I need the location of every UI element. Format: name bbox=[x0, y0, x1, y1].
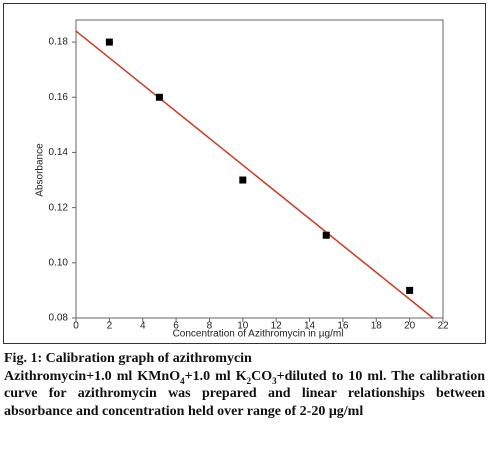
x-tick-label: 4 bbox=[140, 321, 146, 332]
y-tick-label: 0.14 bbox=[49, 147, 69, 158]
point bbox=[155, 93, 163, 101]
subscript: 2 bbox=[246, 375, 252, 386]
point bbox=[406, 286, 414, 294]
caption-title: Fig. 1: Calibration graph of azithromyci… bbox=[4, 351, 252, 366]
point bbox=[322, 231, 330, 239]
caption-text: Azithromycin+1.0 ml KMnO bbox=[4, 368, 181, 384]
x-tick-label: 12 bbox=[271, 321, 283, 332]
fit-line bbox=[75, 30, 434, 319]
x-tick-label: 10 bbox=[237, 321, 249, 332]
y-tick-label: 0.10 bbox=[49, 257, 69, 268]
subscript: 4 bbox=[180, 375, 185, 386]
y-tick-label: 0.18 bbox=[49, 37, 69, 48]
y-tick-label: 0.16 bbox=[49, 92, 69, 103]
chart-frame bbox=[3, 3, 486, 344]
y-axis-label: Absorbance bbox=[35, 143, 46, 197]
plot-area bbox=[75, 19, 444, 319]
caption-text: +1.0 ml K bbox=[184, 368, 247, 384]
y-tick-label: 0.08 bbox=[49, 313, 69, 324]
x-tick-label: 20 bbox=[404, 321, 416, 332]
subscript: 3 bbox=[272, 375, 277, 386]
x-axis-label: Concentration of Azithromycin in µg/ml bbox=[173, 329, 344, 340]
y-tick-label: 0.12 bbox=[49, 202, 69, 213]
x-tick-label: 8 bbox=[207, 321, 213, 332]
x-tick-label: 0 bbox=[73, 321, 79, 332]
point bbox=[239, 176, 247, 184]
caption: Fig. 1: Calibration graph of azithromyci… bbox=[4, 350, 485, 420]
x-tick-label: 22 bbox=[437, 321, 449, 332]
caption-body: Azithromycin+1.0 ml KMnO4+1.0 ml K2CO3+d… bbox=[4, 368, 485, 421]
x-tick-label: 2 bbox=[107, 321, 113, 332]
x-tick-label: 14 bbox=[304, 321, 316, 332]
chart: Concentration of Azithromycin in µg/ml A… bbox=[3, 3, 486, 344]
point bbox=[105, 38, 113, 46]
x-tick-label: 16 bbox=[337, 321, 349, 332]
x-tick-label: 18 bbox=[371, 321, 383, 332]
caption-text: +diluted to 10 ml. The calibration curve… bbox=[4, 368, 486, 419]
caption-text: CO bbox=[251, 368, 273, 384]
x-tick-label: 6 bbox=[173, 321, 179, 332]
